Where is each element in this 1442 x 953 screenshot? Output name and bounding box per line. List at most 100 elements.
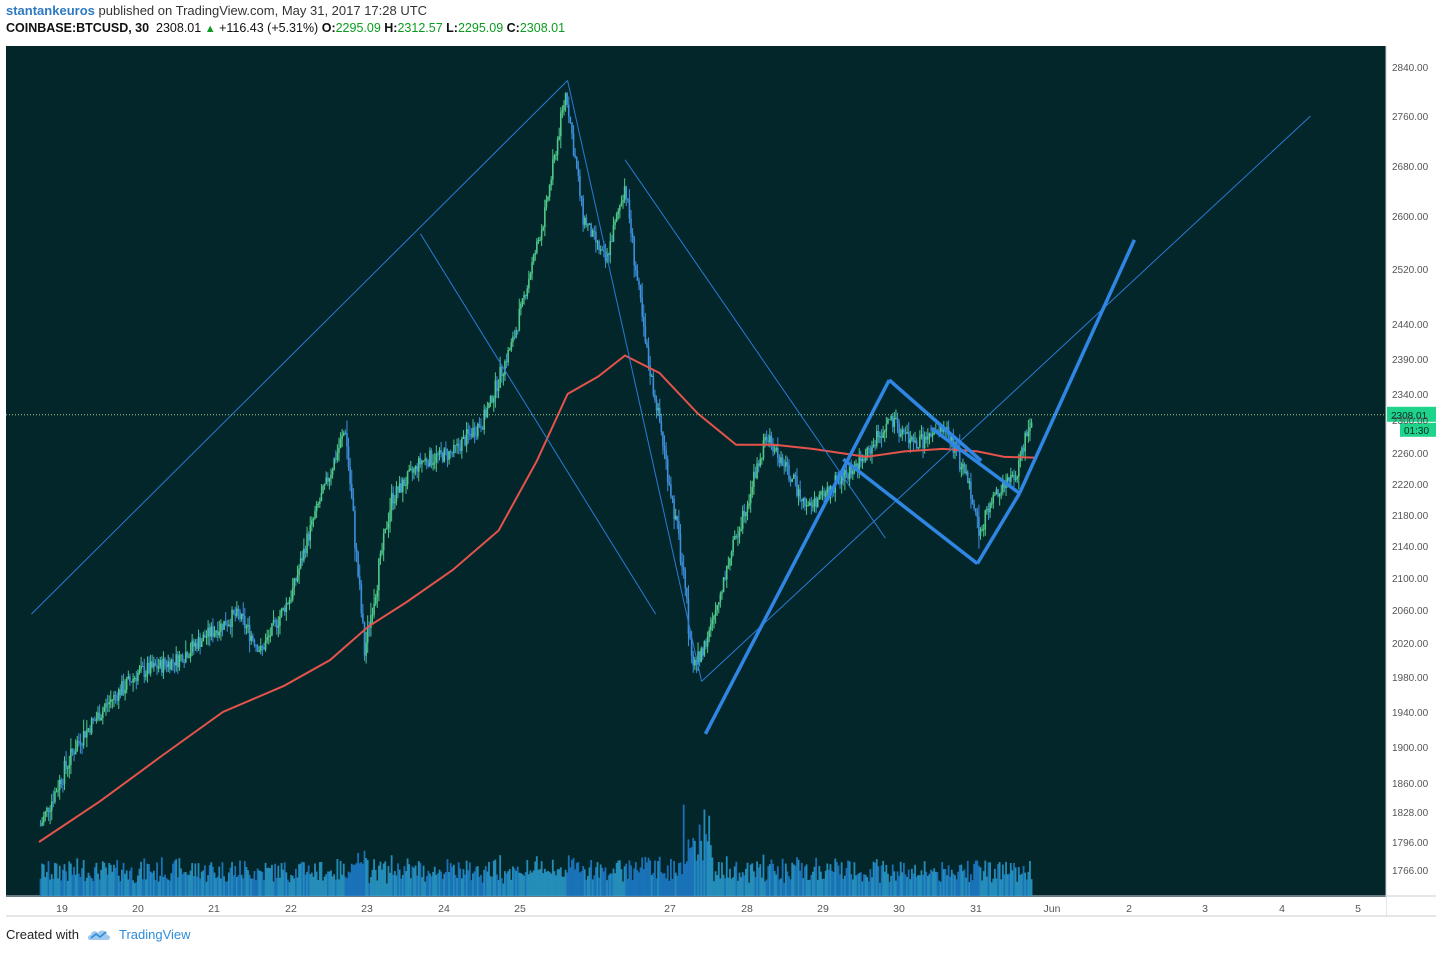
candle-body — [847, 473, 849, 480]
volume-bar — [205, 881, 208, 896]
volume-bar — [172, 863, 174, 896]
volume-bar — [553, 871, 556, 896]
volume-bar — [555, 875, 557, 896]
candle-body — [322, 485, 324, 493]
time-axis[interactable] — [6, 897, 1386, 916]
candle-body — [236, 608, 238, 617]
volume-bar — [636, 870, 639, 896]
volume-bar — [213, 872, 216, 896]
volume-bar — [716, 874, 719, 896]
candle-body — [655, 399, 658, 411]
price-axis[interactable] — [1386, 46, 1436, 916]
volume-bar — [312, 876, 315, 896]
candle-body — [650, 375, 653, 377]
author-link[interactable]: stantankeuros — [6, 3, 95, 18]
volume-bar — [896, 871, 899, 896]
volume-bar — [869, 869, 872, 896]
candle-body — [844, 469, 846, 481]
volume-bar — [513, 868, 516, 896]
candle-body — [309, 525, 312, 541]
volume-bar — [156, 862, 158, 896]
candle-body — [971, 498, 974, 504]
volume-bar — [662, 873, 664, 896]
candle-body — [788, 464, 790, 480]
candle-body — [761, 458, 763, 460]
candle-body — [472, 427, 474, 438]
candle-body — [432, 463, 434, 465]
candle-body — [467, 429, 470, 434]
volume-bar — [416, 875, 419, 896]
volume-bar — [492, 860, 495, 896]
volume-bar — [646, 862, 648, 896]
volume-bar — [234, 865, 237, 896]
candle-body — [631, 233, 634, 237]
y-tick-label: 2340.00 — [1392, 390, 1429, 401]
volume-bar — [467, 870, 470, 896]
volume-bar — [665, 878, 668, 896]
candle-body — [622, 200, 624, 203]
volume-bar — [679, 862, 682, 896]
candle-body — [178, 655, 181, 668]
candle-body — [87, 728, 90, 730]
candle-body — [727, 565, 730, 567]
volume-bar — [877, 866, 880, 896]
volume-bar — [642, 869, 645, 896]
plot-background[interactable] — [6, 46, 1386, 916]
candle-body — [981, 529, 983, 531]
volume-bar — [933, 868, 936, 896]
volume-bar — [310, 872, 313, 896]
candle-body — [303, 548, 305, 561]
candle-body — [756, 463, 758, 479]
candle-body — [888, 419, 891, 421]
candle-body — [307, 533, 310, 541]
candle-body — [896, 417, 899, 424]
volume-bar — [140, 861, 142, 896]
volume-bar — [1009, 863, 1012, 896]
volume-bar — [109, 864, 112, 896]
volume-bar — [231, 862, 233, 896]
candle-body — [183, 661, 185, 663]
candle-body — [365, 642, 367, 656]
volume-bar — [355, 863, 358, 896]
candle-body — [111, 699, 114, 701]
volume-bar — [180, 868, 182, 896]
candle-body — [425, 458, 428, 463]
volume-bar — [571, 860, 573, 896]
candle-body — [280, 609, 283, 617]
candle-body — [922, 434, 924, 449]
volume-bar — [973, 863, 976, 896]
volume-bar — [564, 869, 567, 896]
candle-body — [264, 640, 267, 650]
candle-body — [342, 432, 345, 436]
volume-bar — [693, 840, 696, 896]
volume-bar — [164, 874, 166, 896]
volume-bar — [282, 869, 285, 896]
candle-body — [63, 760, 66, 784]
candle-body — [998, 493, 1001, 497]
candle-body — [41, 822, 43, 826]
tradingview-link[interactable]: TradingView — [118, 927, 191, 942]
volume-bar — [277, 865, 280, 896]
volume-bar — [304, 874, 307, 896]
volume-bar — [60, 880, 63, 896]
candle-body — [647, 346, 650, 365]
candle-body — [470, 433, 473, 438]
volume-bar — [859, 872, 862, 896]
volume-bar — [703, 809, 706, 896]
candle-body — [912, 437, 915, 442]
candle-body — [374, 597, 377, 604]
candle-body — [477, 424, 479, 437]
volume-bar — [663, 873, 666, 896]
candle-body — [872, 444, 875, 448]
volume-bar — [387, 866, 390, 896]
candle-body — [400, 483, 403, 493]
candle-body — [979, 529, 982, 536]
candle-body — [815, 498, 817, 508]
volume-bar — [143, 858, 146, 896]
volume-bar — [585, 879, 588, 896]
candle-body — [355, 548, 358, 552]
candle-body — [544, 207, 546, 228]
volume-bar — [449, 863, 452, 896]
candle-body — [941, 426, 943, 432]
